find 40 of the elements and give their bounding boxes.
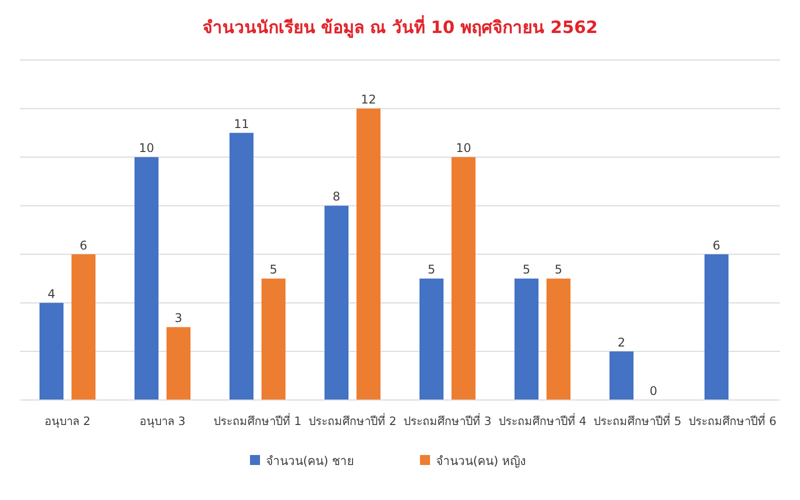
data-label: 5 bbox=[522, 262, 530, 277]
data-label: 5 bbox=[554, 262, 562, 277]
bar bbox=[134, 157, 158, 400]
data-label: 5 bbox=[270, 262, 278, 277]
bar bbox=[230, 132, 254, 400]
x-tick-label: อนุบาล 2 bbox=[44, 414, 90, 428]
bar bbox=[166, 327, 190, 400]
data-label: 11 bbox=[234, 116, 250, 131]
data-label: 2 bbox=[618, 335, 626, 350]
bar bbox=[40, 302, 64, 400]
data-label: 10 bbox=[138, 141, 154, 156]
data-label: 5 bbox=[428, 262, 436, 277]
x-tick-label: ประถมศึกษาปีที่ 6 bbox=[688, 413, 776, 428]
bar bbox=[324, 206, 348, 400]
x-tick-label: ประถมศึกษาปีที่ 3 bbox=[404, 413, 492, 428]
data-label: 4 bbox=[48, 286, 56, 301]
bar bbox=[356, 108, 380, 400]
data-label: 0 bbox=[650, 384, 658, 398]
bar bbox=[452, 157, 476, 400]
data-label: 12 bbox=[360, 92, 376, 107]
bar bbox=[704, 254, 728, 400]
chart-title: จำนวนนักเรียน ข้อมูล ณ วันที่ 10 พฤศจิกายน 2562 bbox=[202, 15, 598, 39]
x-tick-label: ประถมศึกษาปีที่ 2 bbox=[308, 413, 396, 428]
x-tick-label: อนุบาล 3 bbox=[140, 414, 186, 428]
bar bbox=[610, 351, 634, 400]
bar bbox=[262, 278, 286, 400]
x-tick-label: ประถมศึกษาปีที่ 5 bbox=[594, 413, 682, 428]
x-tick-label: ประถมศึกษาปีที่ 4 bbox=[498, 413, 586, 428]
legend-label: จำนวน(คน) หญิง bbox=[436, 454, 526, 468]
data-label: 3 bbox=[174, 311, 182, 326]
bar bbox=[420, 278, 444, 400]
data-label: 8 bbox=[332, 190, 340, 204]
data-label: 6 bbox=[80, 238, 88, 252]
legend-label: จำนวน(คน) ชาย bbox=[266, 454, 354, 468]
data-label: 10 bbox=[456, 141, 472, 156]
bar bbox=[72, 254, 96, 400]
bar bbox=[546, 278, 570, 400]
x-tick-label: ประถมศึกษาปีที่ 1 bbox=[214, 413, 302, 428]
bar bbox=[514, 278, 538, 400]
data-label: 6 bbox=[712, 238, 720, 252]
